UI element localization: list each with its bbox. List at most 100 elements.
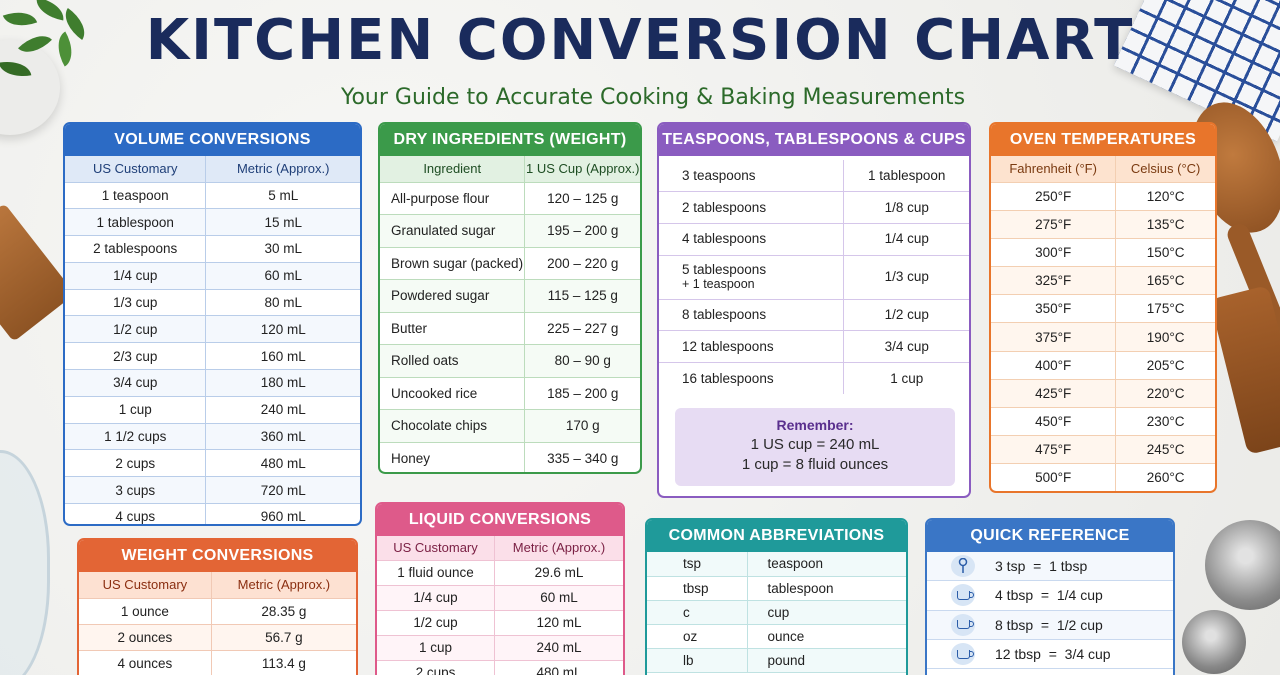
quick-reference-heading: QUICK REFERENCE xyxy=(927,520,1173,552)
table-row: Chocolate chips 170 g xyxy=(380,409,640,443)
table-row: 3 teaspoons 1 tablespoon xyxy=(659,160,969,193)
table-cell: 360 mL xyxy=(205,423,360,451)
table-row: Uncooked rice 185 – 200 g xyxy=(380,377,640,410)
spoon-cup-table: 3 teaspoons 1 tablespoon 2 tablespoons 1/8… xyxy=(659,160,969,395)
column-header: Metric (Approx.) xyxy=(205,156,360,183)
table-row: Powdered sugar 115 – 125 g xyxy=(380,279,640,313)
table-cell: teaspoon xyxy=(746,552,906,577)
remember-title: Remember: xyxy=(776,417,854,433)
table-cell: 2 cups xyxy=(65,449,206,478)
table-header-row: US Customary Metric (Approx.) xyxy=(377,536,623,561)
table-row: 4 cups 960 mL xyxy=(65,503,360,524)
table-cell: 15 mL xyxy=(205,208,360,237)
common-abbreviations-panel: COMMON ABBREVIATIONS tsp teaspoon tbsp tab… xyxy=(645,518,908,675)
table-row: 300°F 150°C xyxy=(991,238,1215,268)
table-cell: oz xyxy=(647,624,747,649)
table-cell: 30 mL xyxy=(205,235,360,263)
table-cell: c xyxy=(647,600,747,625)
table-cell: 1 teaspoon xyxy=(65,182,206,210)
table-row: 4 ounces 113.4 g xyxy=(79,650,356,675)
table-cell: 4 cups xyxy=(65,503,206,524)
oven-temperatures-table: Fahrenheit (°F) Celsius (°C) 250°F 120°C … xyxy=(991,156,1215,491)
table-cell: 335 – 340 g xyxy=(524,442,640,472)
dry-ingredients-panel: DRY INGREDIENTS (WEIGHT) Ingredient 1 US… xyxy=(378,122,642,474)
table-row: 2 cups 480 mL xyxy=(65,449,360,478)
weight-conversions-heading: WEIGHT CONVERSIONS xyxy=(79,540,356,572)
table-row: 425°F 220°C xyxy=(991,379,1215,409)
column-header: Fahrenheit (°F) xyxy=(991,156,1116,183)
table-row: Granulated sugar 195 – 200 g xyxy=(380,214,640,248)
oven-temperatures-heading: OVEN TEMPERATURES xyxy=(991,124,1215,156)
table-cell: 1 tablespoon xyxy=(65,208,206,237)
table-cell: 230°C xyxy=(1115,407,1215,437)
table-cell: 200 – 220 g xyxy=(524,247,640,280)
table-row: 400°F 205°C xyxy=(991,351,1215,380)
table-cell: Chocolate chips xyxy=(380,409,525,443)
table-cell: ounce xyxy=(746,624,906,649)
table-row: 3 cups 720 mL xyxy=(65,476,360,505)
remember-note: Remember: 1 US cup = 240 mL 1 cup = 8 fl… xyxy=(675,408,955,486)
column-header: Metric (Approx.) xyxy=(210,572,356,599)
table-cell: 16 tablespoons xyxy=(682,370,774,386)
column-header: Celsius (°C) xyxy=(1115,156,1215,183)
table-cell: 4 ounces xyxy=(79,650,212,675)
column-header: 1 US Cup (Approx.) xyxy=(524,156,640,183)
measuring-spoon-decoration xyxy=(1182,610,1246,674)
volume-conversions-panel: VOLUME CONVERSIONS US Customary Metric (… xyxy=(63,122,362,526)
table-row: 1 1/2 cups 360 mL xyxy=(65,423,360,451)
table-row: 350°F 175°C xyxy=(991,294,1215,324)
table-cell: 275°F xyxy=(991,210,1116,239)
table-cell: 350°F xyxy=(991,294,1116,324)
table-cell: 135°C xyxy=(1115,210,1215,239)
table-cell: 1/4 cup xyxy=(843,223,969,256)
table-cell: 1 cup xyxy=(65,396,206,424)
table-cell: 250°F xyxy=(991,182,1116,211)
remember-line: 1 cup = 8 fluid ounces xyxy=(741,456,889,473)
table-cell: 1/3 cup xyxy=(65,289,206,317)
table-row: 450°F 230°C xyxy=(991,407,1215,437)
table-row: 250°F 120°C xyxy=(991,182,1215,211)
table-cell: 165°C xyxy=(1115,266,1215,296)
weight-conversions-table: US Customary Metric (Approx.) 1 ounce 28.… xyxy=(79,572,356,675)
table-row: All-purpose flour 120 – 125 g xyxy=(380,182,640,215)
table-row: 500°F 260°C xyxy=(991,463,1215,491)
table-cell: 480 mL xyxy=(205,449,360,478)
table-cell: 8 tablespoons xyxy=(659,299,844,332)
table-cell: 120 – 125 g xyxy=(524,182,640,215)
table-cell: 245°C xyxy=(1115,435,1215,465)
table-cell: 5 tablespoons + 1 teaspoon xyxy=(659,255,844,300)
page-subtitle: Your Guide to Accurate Cooking & Baking … xyxy=(340,85,966,110)
table-row: 2/3 cup 160 mL xyxy=(65,342,360,371)
table-cell: 3/4 cup xyxy=(843,330,969,363)
table-row: Rolled oats 80 – 90 g xyxy=(380,344,640,378)
table-row: 375°F 190°C xyxy=(991,322,1215,352)
table-row: lb pound xyxy=(647,648,906,673)
table-cell: 160 mL xyxy=(205,342,360,371)
table-row: 1/4 cup 60 mL xyxy=(65,262,360,290)
table-cell: 3 teaspoons xyxy=(659,160,844,193)
table-row: Butter 225 – 227 g xyxy=(380,312,640,345)
page-title: KITCHEN CONVERSION CHART xyxy=(145,8,1135,73)
table-row: 8 tablespoons 1/2 cup xyxy=(659,299,969,332)
table-cell: 260°C xyxy=(1115,463,1215,491)
table-cell: 1/4 cup xyxy=(377,585,495,611)
table-cell: All-purpose flour xyxy=(380,182,525,215)
measuring-cup-icon xyxy=(951,584,975,607)
quick-reference-list: 3 tsp = 1 tbsp 4 tbsp = 1/4 cup 8 tbsp =… xyxy=(927,552,1173,670)
column-header: Ingredient xyxy=(380,156,525,183)
table-cell: 120 mL xyxy=(494,610,623,636)
table-cell: 480 mL xyxy=(494,660,623,675)
table-cell: 240 mL xyxy=(205,396,360,424)
table-row: Honey 335 – 340 g xyxy=(380,442,640,472)
quick-reference-panel: QUICK REFERENCE 3 tsp = 1 tbsp 4 tbsp = … xyxy=(925,518,1175,675)
table-cell: 80 – 90 g xyxy=(524,344,640,378)
table-row: 1 fluid ounce 29.6 mL xyxy=(377,560,623,586)
table-cell: Honey xyxy=(380,442,525,472)
table-cell: 400°F xyxy=(991,351,1116,380)
table-cell: tbsp xyxy=(647,576,747,601)
table-cell: Brown sugar (packed) xyxy=(380,247,525,280)
table-cell: 120 mL xyxy=(205,315,360,344)
wooden-spatula-decoration xyxy=(1209,285,1280,455)
table-cell: 28.35 g xyxy=(210,598,356,625)
spoon-icon xyxy=(951,555,975,578)
